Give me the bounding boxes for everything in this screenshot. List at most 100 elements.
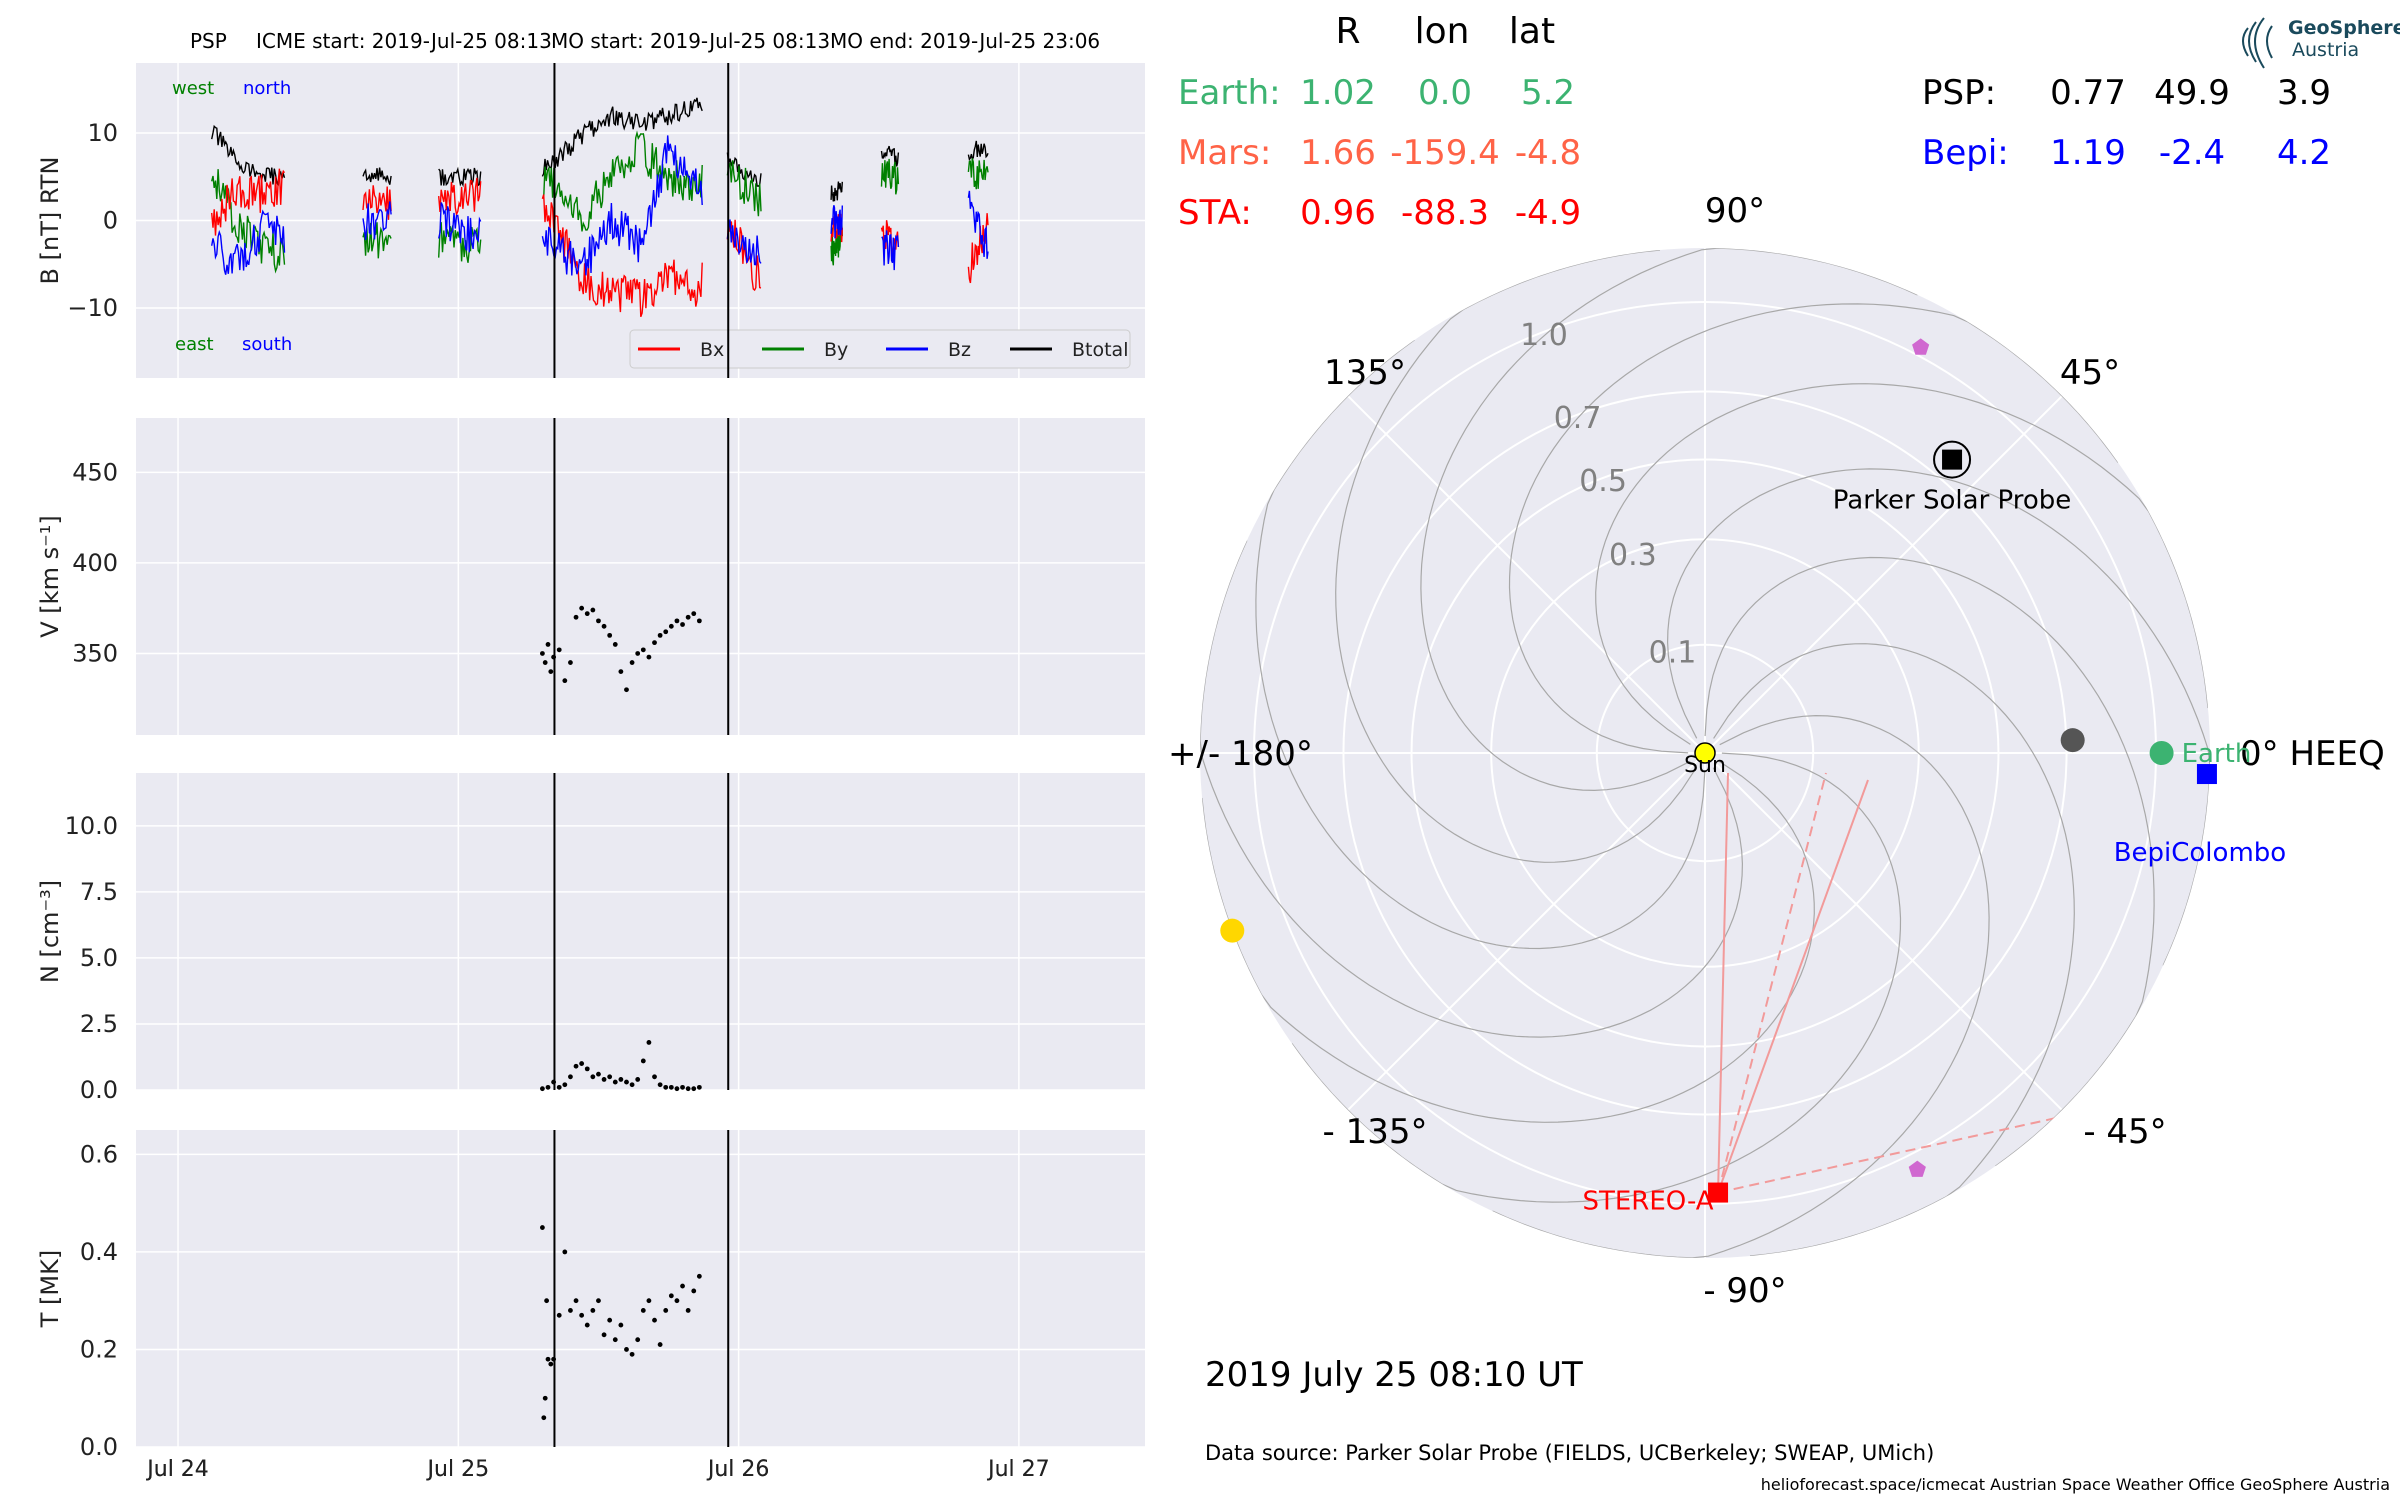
b-by-trace	[967, 158, 989, 190]
annotation-west: west	[172, 78, 214, 99]
data-point	[668, 1293, 674, 1299]
parker-spiral	[1200, 540, 1744, 1038]
header-mo-end: MO end: 2019-Jul-25 23:06	[830, 29, 1100, 53]
b-bz-trace	[967, 190, 989, 259]
parker-spiral	[1666, 468, 2210, 966]
body-label: Earth	[2182, 739, 2252, 769]
data-point	[596, 1298, 601, 1304]
data-point	[646, 654, 652, 660]
y-tick-label: 350	[72, 639, 118, 667]
data-point	[657, 1082, 663, 1088]
los-line	[1717, 779, 1869, 1193]
data-point	[545, 1356, 551, 1362]
b-bx-trace	[438, 177, 482, 217]
body-stereo-a: STEREO-A	[1582, 1182, 1729, 1217]
radial-label: 0.3	[1609, 538, 1657, 573]
angular-gridline	[1347, 752, 1706, 1111]
data-point	[652, 1317, 657, 1323]
table-row-name: PSP:	[1922, 73, 1996, 113]
y-tick-label: 2.5	[80, 1010, 118, 1038]
table-cell-lat: 3.9	[2277, 73, 2331, 113]
data-point	[640, 647, 646, 653]
b-bz-trace	[211, 209, 286, 275]
y-tick-label: 5.0	[80, 944, 118, 972]
angle-label: 90°	[1705, 191, 1765, 231]
data-point	[640, 1308, 646, 1313]
data-point	[540, 1225, 545, 1230]
logo-line1: GeoSphere	[2288, 17, 2400, 39]
y-tick-label: 10.0	[65, 812, 118, 840]
data-point	[685, 1086, 691, 1092]
table-row-name: Mars:	[1178, 133, 1271, 173]
legend-label: Bx	[700, 339, 724, 361]
table-cell-lon: 0.0	[1418, 73, 1472, 113]
x-tick-label: Jul 24	[145, 1457, 209, 1482]
data-point	[579, 605, 585, 611]
header-spacecraft: PSP	[190, 29, 227, 53]
x-tick-label: Jul 25	[426, 1457, 490, 1482]
parker-spiral	[1420, 248, 1918, 792]
data-point	[601, 623, 607, 629]
data-point	[562, 678, 568, 684]
b-by-trace	[726, 160, 762, 217]
b-btotal-trace	[438, 166, 482, 188]
table-cell-lat: 4.2	[2277, 133, 2331, 173]
y-axis-label: V [km s⁻¹]	[36, 515, 64, 637]
data-point	[568, 660, 573, 665]
body-marker	[1220, 918, 1245, 943]
data-point	[668, 623, 674, 629]
body-parker-solar-probe: Parker Solar Probe	[1833, 440, 2071, 516]
b-by-trace	[211, 169, 286, 274]
angle-label: +/- 180°	[1168, 734, 1313, 774]
body-earth: Earth	[2149, 739, 2252, 769]
data-point	[657, 1342, 663, 1347]
legend-label: Btotal	[1072, 339, 1128, 361]
data-point	[596, 618, 601, 624]
table-cell-r: 0.77	[2050, 73, 2126, 113]
data-point	[542, 660, 548, 665]
logo-swirl-icon	[2242, 17, 2273, 69]
data-point	[612, 1337, 618, 1343]
data-point	[612, 1079, 618, 1085]
credits: helioforecast.space/icmecat Austrian Spa…	[1761, 1475, 2390, 1494]
radial-label: 0.5	[1579, 464, 1627, 499]
data-point	[573, 614, 579, 620]
body-marker	[2060, 728, 2085, 753]
table-header: R	[1335, 11, 1360, 52]
b-bx-trace	[211, 168, 286, 236]
time-series-panels: −10 0 10 B [nT] RTN Jul 24 Jul 25 Jul 26 Jul 27…	[36, 63, 1145, 1482]
data-point	[635, 1337, 641, 1343]
x-tick-label: Jul 27	[986, 1457, 1050, 1482]
angle-label: - 45°	[2083, 1112, 2166, 1152]
data-point	[541, 1415, 547, 1421]
y-axis-label: N [cm⁻³]	[36, 880, 64, 983]
y-axis-label: T [MK]	[36, 1250, 64, 1328]
data-point	[548, 1361, 554, 1367]
parker-spiral	[1201, 761, 1815, 1123]
b-btotal-trace	[967, 140, 989, 162]
legend-label: By	[824, 339, 848, 361]
y-tick-label: 0.0	[80, 1433, 118, 1461]
table-cell-lat: -4.9	[1515, 193, 1581, 233]
legend-label: Bz	[948, 339, 971, 361]
body-label: Parker Solar Probe	[1833, 486, 2071, 516]
y-tick-label: 0.0	[80, 1076, 118, 1104]
body-marker	[1912, 338, 1930, 355]
parker-spiral	[1255, 339, 1706, 950]
data-point	[612, 642, 618, 647]
table-cell-lon: -88.3	[1401, 193, 1489, 233]
table-cell-lat: 5.2	[1521, 73, 1575, 113]
table-row-name: Bepi:	[1922, 133, 2009, 173]
data-point	[540, 1086, 545, 1092]
data-point	[624, 1079, 629, 1085]
data-point	[663, 1084, 669, 1090]
table-row-name: STA:	[1178, 193, 1252, 233]
data-point	[568, 1074, 573, 1080]
y-axis-label: B [nT] RTN	[36, 157, 64, 285]
radial-label: 0.1	[1649, 636, 1697, 671]
data-point	[544, 1298, 550, 1304]
angular-gridline	[1347, 395, 1706, 754]
parker-spiral	[1713, 643, 2075, 1257]
b-btotal-trace	[541, 97, 703, 177]
angle-label: 135°	[1324, 353, 1406, 393]
